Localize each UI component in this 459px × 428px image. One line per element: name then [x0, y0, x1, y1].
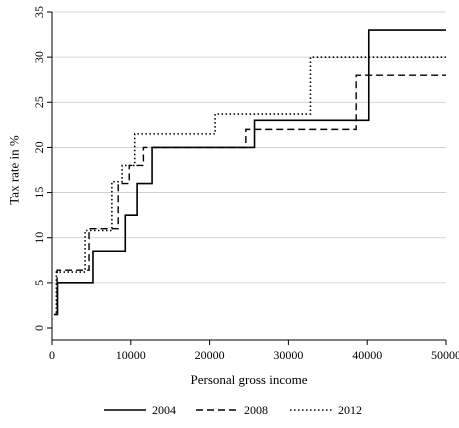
x-tick-label: 0 — [49, 348, 55, 362]
legend-label-2008: 2008 — [244, 403, 268, 417]
axes: 0 5 10 15 20 25 30 35 0 10000 20000 30000 40000 50000 — [32, 6, 459, 362]
y-tick-label: 35 — [32, 6, 46, 18]
series-lines — [53, 29, 446, 316]
legend-label-2004: 2004 — [152, 403, 176, 417]
gridlines — [52, 11, 446, 284]
y-tick-label: 15 — [32, 187, 46, 199]
x-tick-label: 50000 — [431, 348, 459, 362]
y-tick-label: 25 — [32, 96, 46, 108]
series-2012-line — [53, 56, 446, 316]
x-tick-label: 10000 — [116, 348, 146, 362]
y-tick-label: 10 — [32, 232, 46, 244]
y-tick-label: 20 — [32, 141, 46, 153]
series-2004-line — [54, 29, 446, 316]
x-tick-label: 20000 — [195, 348, 225, 362]
x-axis-title: Personal gross income — [191, 372, 308, 387]
y-tick-label: 5 — [32, 280, 46, 286]
legend-label-2012: 2012 — [338, 403, 362, 417]
y-axis-title: Tax rate in % — [7, 135, 22, 205]
x-tick-label: 30000 — [273, 348, 303, 362]
legend: 2004 2008 2012 — [104, 403, 362, 417]
y-tick-label: 0 — [32, 325, 46, 331]
series-2008-line — [54, 74, 446, 316]
y-tick-label: 30 — [32, 51, 46, 63]
x-tick-label: 40000 — [352, 348, 382, 362]
